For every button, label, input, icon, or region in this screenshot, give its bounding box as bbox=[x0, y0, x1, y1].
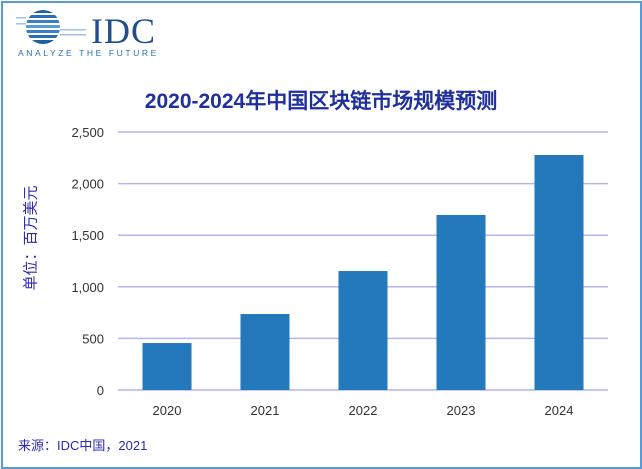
x-tick-label: 2022 bbox=[349, 403, 378, 418]
bar-2021 bbox=[240, 314, 290, 390]
x-tick-label: 2021 bbox=[251, 403, 280, 418]
logo-tagline: ANALYZE THE FUTURE bbox=[18, 48, 159, 58]
y-tick-label: 2,500 bbox=[71, 125, 104, 140]
x-tick-label: 2020 bbox=[153, 403, 182, 418]
idc-logo: IDC ANALYZE THE FUTURE bbox=[16, 10, 156, 58]
y-tick-label: 1,500 bbox=[71, 228, 104, 243]
y-tick-label: 2,000 bbox=[71, 177, 104, 192]
y-tick-label: 500 bbox=[82, 331, 104, 346]
globe-stripes-icon bbox=[16, 10, 86, 44]
source-note: 来源：IDC中国，2021 bbox=[18, 438, 148, 453]
y-tick-label: 1,000 bbox=[71, 280, 104, 295]
bar-2024 bbox=[534, 155, 584, 390]
logo-wordmark: IDC bbox=[91, 11, 156, 51]
x-tick-label: 2023 bbox=[447, 403, 476, 418]
y-tick-label: 0 bbox=[97, 383, 104, 398]
chart-title: 2020-2024年中国区块链市场规模预测 bbox=[144, 90, 498, 113]
bar-2020 bbox=[142, 343, 192, 390]
bar-2023 bbox=[436, 214, 486, 390]
x-tick-label: 2024 bbox=[545, 403, 574, 418]
bar-2022 bbox=[338, 271, 388, 390]
